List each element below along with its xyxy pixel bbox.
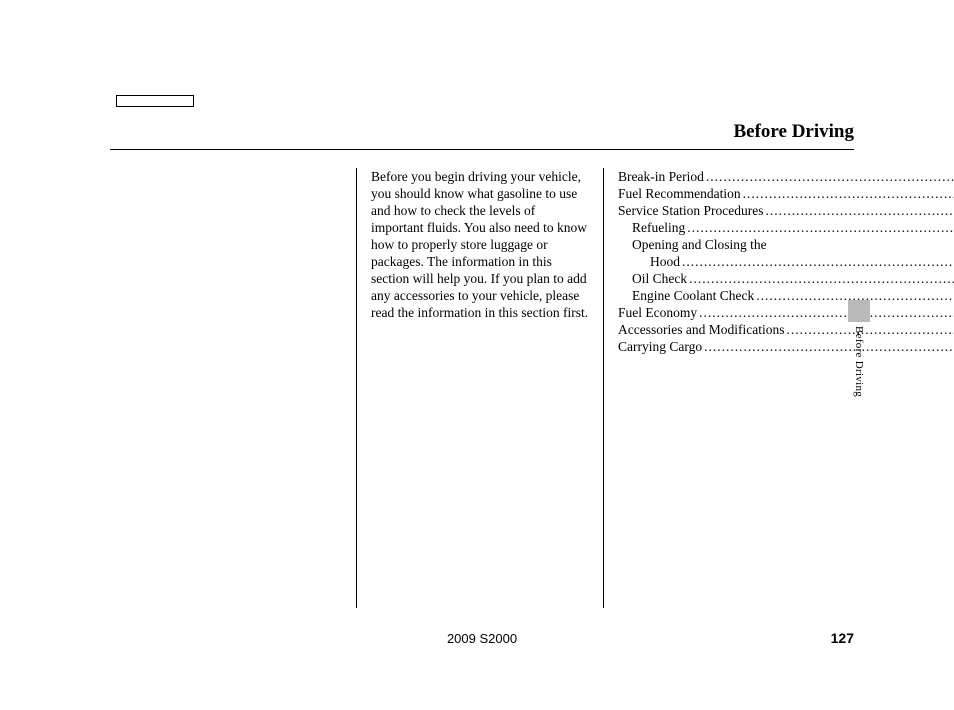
toc-leader-dots bbox=[680, 253, 954, 270]
toc-label: Oil Check bbox=[632, 270, 687, 287]
manual-page: Before Driving Before you begin driving … bbox=[0, 0, 954, 710]
toc-leader-dots bbox=[685, 219, 954, 236]
toc-entry: Opening and Closing the bbox=[618, 236, 954, 253]
footer-model-year: 2009 S2000 bbox=[447, 631, 517, 646]
column-1 bbox=[110, 168, 357, 608]
toc-entry[interactable]: Carrying Cargo138 bbox=[618, 338, 954, 355]
toc-label: Service Station Procedures bbox=[618, 202, 763, 219]
toc-leader-dots bbox=[704, 168, 954, 185]
column-3-toc: Break-in Period128Fuel Recommendation128… bbox=[604, 168, 954, 608]
header-box bbox=[116, 95, 194, 107]
toc-entry[interactable]: Fuel Economy133 bbox=[618, 304, 954, 321]
toc-leader-dots bbox=[763, 202, 954, 219]
toc-entry[interactable]: Hood130 bbox=[618, 253, 954, 270]
toc-label: Break-in Period bbox=[618, 168, 704, 185]
column-2: Before you begin driving your vehicle, y… bbox=[357, 168, 604, 608]
toc-leader-dots bbox=[702, 338, 954, 355]
toc-leader-dots bbox=[741, 185, 954, 202]
toc-label: Carrying Cargo bbox=[618, 338, 702, 355]
toc-entry[interactable]: Refueling129 bbox=[618, 219, 954, 236]
intro-paragraph: Before you begin driving your vehicle, y… bbox=[371, 168, 589, 321]
toc-entry[interactable]: Oil Check131 bbox=[618, 270, 954, 287]
toc-entry[interactable]: Fuel Recommendation128 bbox=[618, 185, 954, 202]
toc-label: Opening and Closing the bbox=[632, 236, 767, 253]
toc-label: Engine Coolant Check bbox=[632, 287, 754, 304]
toc-entry[interactable]: Break-in Period128 bbox=[618, 168, 954, 185]
toc-label: Refueling bbox=[632, 219, 685, 236]
toc-label: Fuel Economy bbox=[618, 304, 697, 321]
title-row: Before Driving bbox=[110, 121, 854, 150]
toc-entry[interactable]: Accessories and Modifications136 bbox=[618, 321, 954, 338]
toc-label: Fuel Recommendation bbox=[618, 185, 741, 202]
page-number: 127 bbox=[831, 630, 854, 646]
toc-leader-dots bbox=[687, 270, 954, 287]
page-footer: 2009 S2000 127 bbox=[110, 630, 854, 646]
toc-entry[interactable]: Service Station Procedures129 bbox=[618, 202, 954, 219]
content-columns: Before you begin driving your vehicle, y… bbox=[110, 168, 854, 608]
thumb-tab-block bbox=[848, 300, 870, 322]
toc-entry[interactable]: Engine Coolant Check132 bbox=[618, 287, 954, 304]
section-title: Before Driving bbox=[734, 121, 855, 143]
toc-leader-dots bbox=[697, 304, 954, 321]
section-thumb-tab: Before Driving bbox=[847, 300, 871, 397]
toc-label: Accessories and Modifications bbox=[618, 321, 784, 338]
thumb-tab-label: Before Driving bbox=[853, 326, 865, 397]
toc-label: Hood bbox=[650, 253, 680, 270]
